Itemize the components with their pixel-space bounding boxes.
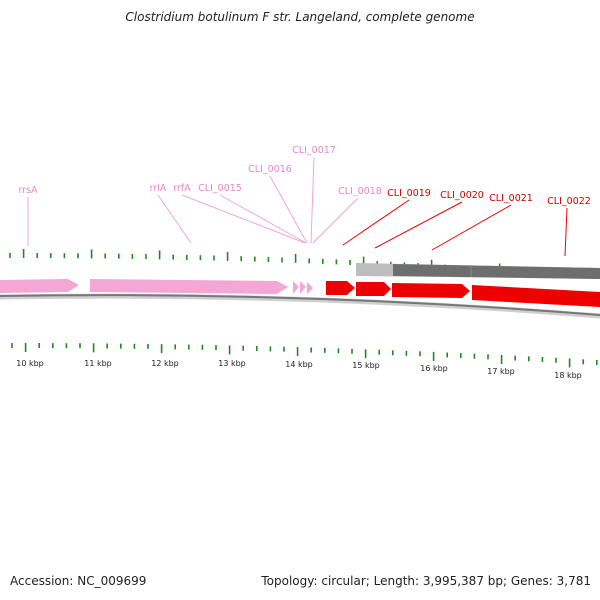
feature-label: CLI_0016 — [248, 164, 292, 175]
genome-stats-label: Topology: circular; Length: 3,995,387 bp… — [261, 574, 591, 588]
feature-CLI_0022 — [472, 285, 600, 307]
feature-label: rrfA — [173, 183, 191, 194]
backbone-line — [0, 294, 600, 316]
backbone-shadow — [0, 293, 600, 319]
feature-label: CLI_0015 — [198, 183, 242, 194]
kbp-label: 10 kbp — [16, 359, 44, 368]
feature-label: rrlA — [150, 183, 167, 194]
feature-label: CLI_0018 — [338, 186, 382, 197]
kbp-label: 13 kbp — [218, 359, 246, 368]
kbp-label: 16 kbp — [420, 364, 448, 373]
accession-label: Accession: NC_009699 — [10, 574, 147, 588]
map-title: Clostridium botulinum F str. Langeland, … — [125, 10, 475, 24]
leader-line — [157, 194, 192, 244]
kbp-label: 12 kbp — [151, 359, 179, 368]
feature-CLI_0021 — [392, 283, 470, 298]
feature-label: CLI_0017 — [292, 145, 336, 156]
feature-CLI_0020 — [356, 282, 391, 296]
feature-track — [0, 263, 600, 307]
kbp-scale: 10 kbp 11 kbp 12 kbp 13 kbp 14 kbp 15 kbp 16 k… — [16, 359, 582, 380]
feature-label: CLI_0020 — [440, 190, 484, 201]
leader-line — [312, 197, 359, 244]
leader-line — [181, 194, 306, 244]
feature-CLI_0016 — [300, 281, 306, 294]
feature-label: CLI_0021 — [489, 193, 533, 204]
leader-line — [374, 201, 463, 249]
feature-CLI_0015 — [293, 281, 299, 294]
leader-line — [431, 204, 512, 251]
kbp-label: 15 kbp — [352, 361, 380, 370]
leader-line — [342, 199, 410, 246]
kbp-label: 18 kbp — [554, 371, 582, 380]
feature-label: rrsA — [18, 185, 38, 196]
feature-CLI_0017 — [307, 282, 313, 294]
tick-ring-inner — [11, 343, 598, 368]
leader-line — [310, 156, 315, 244]
feature-rrlA — [90, 279, 288, 294]
kbp-label: 14 kbp — [285, 360, 313, 369]
kbp-label: 11 kbp — [84, 359, 112, 368]
leader-line — [219, 194, 307, 244]
cds-track-dark — [393, 264, 600, 279]
feature-rrsA — [0, 279, 79, 293]
feature-CLI_0019 — [326, 281, 355, 295]
leader-line — [564, 207, 568, 257]
kbp-label: 17 kbp — [487, 367, 515, 376]
feature-label: CLI_0019 — [387, 188, 431, 199]
feature-label: CLI_0022 — [547, 196, 591, 207]
genome-backbone — [0, 293, 600, 319]
leader-line — [269, 175, 308, 244]
